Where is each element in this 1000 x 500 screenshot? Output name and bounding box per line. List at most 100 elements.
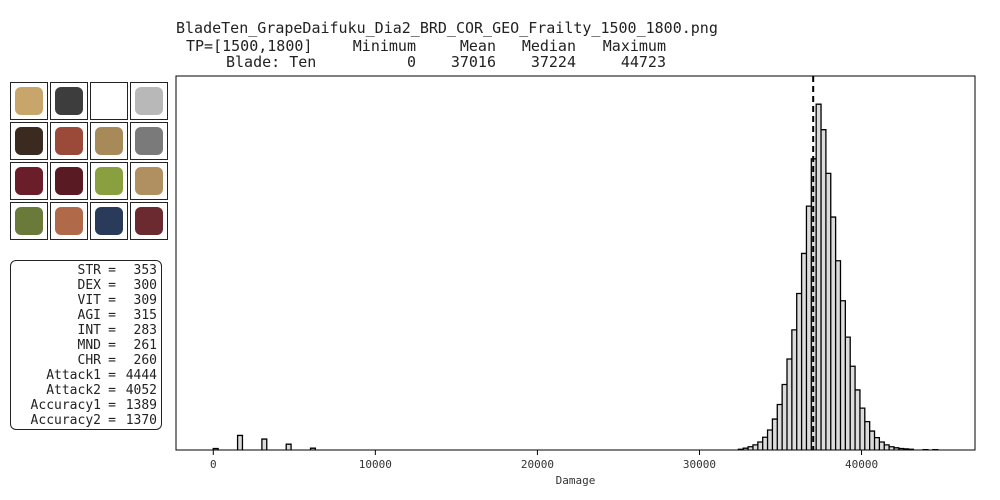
stat-row: CHR = 260: [11, 353, 157, 368]
stat-equals: =: [108, 263, 116, 278]
stats-header-minimum: Minimum: [352, 37, 416, 55]
histogram-bar: [787, 359, 792, 450]
histogram-bar: [898, 448, 904, 450]
stat-row: VIT = 309: [11, 293, 157, 308]
stat-equals: =: [108, 383, 116, 398]
histogram-bar: [816, 104, 822, 450]
x-tick-label: 10000: [359, 458, 392, 471]
body-icon: [15, 167, 43, 195]
histogram-bar: [286, 444, 292, 450]
stat-value: 4052: [125, 383, 157, 398]
stat-label: DEX: [77, 278, 101, 293]
stat-row: AGI = 315: [11, 308, 157, 323]
histogram-bar: [310, 448, 316, 450]
histogram-bar: [874, 437, 880, 450]
histogram-bar: [752, 444, 758, 450]
stat-value: 283: [133, 323, 157, 338]
damage-stats-table: TP=[1500,1800] Minimum Mean Median Maxim…: [176, 38, 666, 70]
stat-label: STR: [77, 263, 101, 278]
stat-value: 353: [133, 263, 157, 278]
gear-slot: [10, 162, 48, 200]
stat-label: CHR: [77, 353, 101, 368]
stats-median-value: 37224: [530, 53, 576, 71]
x-tick-label: 0: [210, 458, 217, 471]
stats-header-maximum: Maximum: [602, 37, 666, 55]
stat-row: Attack2 = 4052: [11, 383, 157, 398]
histogram-bar: [237, 435, 243, 450]
stats-header-mean: Mean: [459, 37, 496, 55]
histogram-outline: [212, 103, 939, 451]
histogram-bar: [791, 329, 797, 450]
gear-slot: [10, 202, 48, 240]
gear-slot: [90, 202, 128, 240]
ammo-icon: [135, 87, 163, 115]
histogram-bar: [762, 437, 768, 450]
stat-label: INT: [77, 323, 101, 338]
histogram-bar: [835, 260, 841, 450]
stat-value: 300: [133, 278, 157, 293]
stat-row: Accuracy1 = 1389: [11, 398, 157, 413]
gear-slot: [130, 202, 168, 240]
stat-label: Attack1: [46, 368, 101, 383]
stat-label: Attack2: [46, 383, 101, 398]
stat-equals: =: [108, 413, 116, 428]
histogram-bar: [772, 419, 778, 450]
histogram-bar: [748, 446, 753, 450]
stat-equals: =: [108, 323, 116, 338]
file-title: BladeTen_GrapeDaifuku_Dia2_BRD_COR_GEO_F…: [176, 19, 718, 37]
histogram-bar: [757, 441, 763, 450]
histogram-bar: [845, 337, 851, 450]
histogram-bar: [777, 404, 783, 450]
feet-icon: [135, 207, 163, 235]
stats-header-tp: TP=[1500,1800]: [186, 37, 313, 55]
gear-grid: [10, 82, 170, 240]
gear-slot: [50, 122, 88, 160]
ring2-icon: [135, 167, 163, 195]
stat-value: 315: [133, 308, 157, 323]
gear-slot: [90, 82, 128, 120]
histogram-bar: [811, 158, 817, 451]
back-icon: [15, 207, 43, 235]
stat-row: INT = 283: [11, 323, 157, 338]
histogram-bar: [796, 293, 802, 450]
histogram-bar: [889, 446, 894, 450]
histogram-bar: [213, 448, 219, 450]
stat-equals: =: [108, 293, 116, 308]
stats-header-median: Median: [521, 37, 576, 55]
gear-slot: [50, 162, 88, 200]
stat-value: 261: [133, 338, 157, 353]
histogram-bar: [884, 444, 890, 450]
stat-value: 1370: [125, 413, 157, 428]
stat-equals: =: [108, 353, 116, 368]
stats-blade-name: Blade: Ten: [226, 53, 317, 71]
gear-slot: [90, 162, 128, 200]
stat-equals: =: [108, 278, 116, 293]
head-icon: [15, 127, 43, 155]
histogram-bar: [850, 366, 856, 450]
histogram-bar: [767, 429, 773, 450]
gear-slot: [130, 162, 168, 200]
histogram-bar: [893, 447, 899, 450]
stats-header-row: TP=[1500,1800] Minimum Mean Median Maxim…: [176, 38, 666, 54]
histogram-bar: [825, 173, 831, 451]
histogram-bar: [840, 300, 846, 450]
histogram-bar: [821, 129, 826, 450]
x-tick-label: 40000: [845, 458, 878, 471]
stat-value: 309: [133, 293, 157, 308]
gear-slot: [130, 122, 168, 160]
histogram-bar: [806, 206, 812, 450]
stat-label: Accuracy1: [30, 398, 101, 413]
stat-label: Accuracy2: [30, 413, 101, 428]
stats-maximum-value: 44723: [620, 53, 666, 71]
gear-slot: [90, 122, 128, 160]
stat-row: DEX = 300: [11, 278, 157, 293]
histogram-bar: [879, 441, 885, 450]
histogram-bar: [869, 431, 875, 450]
stat-equals: =: [108, 398, 116, 413]
sub-weapon-icon: [55, 87, 83, 115]
stat-value: 4444: [125, 368, 157, 383]
stats-minimum-value: 0: [406, 53, 416, 71]
histogram-bar: [859, 408, 865, 450]
gear-slot: [50, 202, 88, 240]
x-tick-label: 30000: [683, 458, 716, 471]
